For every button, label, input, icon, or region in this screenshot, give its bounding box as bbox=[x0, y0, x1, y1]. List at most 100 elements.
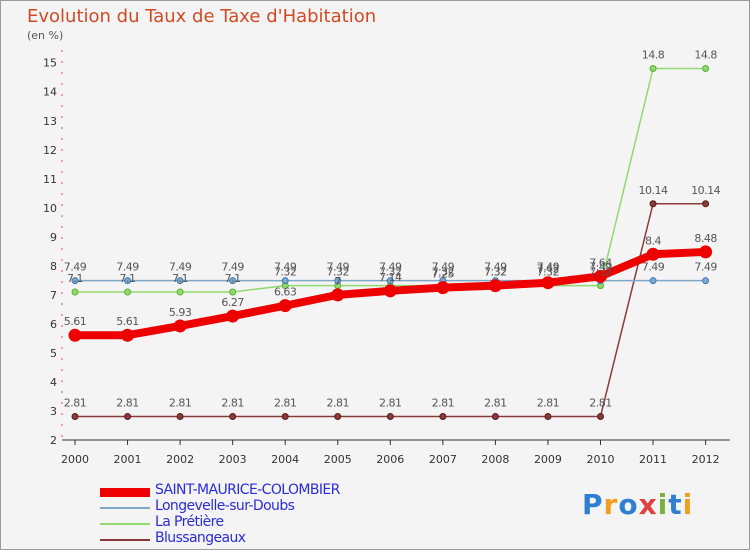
data-label: 2.81 bbox=[116, 396, 139, 409]
proxiti-logo: Proxiti bbox=[582, 488, 693, 521]
data-point bbox=[121, 328, 135, 342]
data-label: 7.32 bbox=[327, 266, 350, 279]
data-label: 2.81 bbox=[64, 396, 87, 409]
data-label: 7.32 bbox=[274, 266, 297, 279]
data-label: 7.49 bbox=[116, 261, 139, 274]
data-label: 14.8 bbox=[642, 49, 665, 62]
data-label: 7.49 bbox=[169, 261, 192, 274]
data-label: 8.4 bbox=[645, 234, 661, 247]
data-label: 5.61 bbox=[116, 315, 139, 328]
logo-letter: i bbox=[657, 488, 669, 521]
data-label: 7.64 bbox=[589, 256, 612, 269]
data-label: 2.81 bbox=[274, 396, 297, 409]
legend-swatch bbox=[100, 507, 150, 509]
chart-title: Evolution du Taux de Taxe d'Habitation bbox=[27, 6, 377, 27]
data-point bbox=[226, 309, 240, 323]
data-label: 6.27 bbox=[221, 296, 244, 309]
y-tick-label: 9 bbox=[50, 231, 57, 244]
y-tick-label: 12 bbox=[43, 144, 57, 157]
data-point bbox=[68, 328, 82, 342]
data-point bbox=[71, 412, 79, 420]
legend-label: Blussangeaux bbox=[155, 530, 246, 546]
series-layer bbox=[68, 65, 713, 420]
data-point bbox=[491, 412, 499, 420]
x-tick-label: 2008 bbox=[481, 453, 509, 466]
y-tick-label: 5 bbox=[50, 347, 57, 360]
chart-unit: (en %) bbox=[27, 29, 64, 42]
data-point bbox=[176, 288, 184, 296]
y-tick-label: 15 bbox=[43, 57, 57, 70]
x-tick-label: 2007 bbox=[429, 453, 457, 466]
data-point bbox=[386, 277, 394, 285]
data-label: 7.25 bbox=[432, 268, 455, 281]
data-point bbox=[488, 279, 502, 293]
y-tick-label: 6 bbox=[50, 318, 57, 331]
y-tick-label: 8 bbox=[50, 260, 57, 273]
data-label: 14.8 bbox=[694, 49, 717, 62]
data-point bbox=[649, 277, 657, 285]
data-point bbox=[229, 412, 237, 420]
data-label: 7.49 bbox=[64, 261, 87, 274]
data-point bbox=[702, 277, 710, 285]
x-tick-label: 2009 bbox=[534, 453, 562, 466]
data-label: 8.48 bbox=[694, 232, 717, 245]
data-point bbox=[544, 412, 552, 420]
legend-label: La Prétière bbox=[155, 514, 224, 530]
data-point bbox=[124, 412, 132, 420]
data-point bbox=[124, 288, 132, 296]
data-point bbox=[281, 412, 289, 420]
y-tick-label: 3 bbox=[50, 405, 57, 418]
data-point bbox=[702, 200, 710, 208]
y-tick-label: 7 bbox=[50, 289, 57, 302]
data-point bbox=[646, 247, 660, 261]
data-point bbox=[541, 276, 555, 290]
data-label: 7.1 bbox=[172, 272, 188, 285]
data-point bbox=[71, 277, 79, 285]
data-label: 2.81 bbox=[484, 396, 507, 409]
data-point bbox=[594, 269, 607, 283]
legend-label: Longevelle-sur-Doubs bbox=[155, 498, 295, 514]
data-point bbox=[597, 412, 604, 420]
data-label: 7.49 bbox=[694, 261, 717, 274]
x-tick-label: 2011 bbox=[639, 453, 667, 466]
data-point bbox=[383, 284, 397, 298]
data-label: 7 bbox=[335, 275, 342, 288]
data-point bbox=[176, 412, 184, 420]
data-point bbox=[71, 288, 79, 296]
data-label: 7.32 bbox=[484, 266, 507, 279]
logo-letter: t bbox=[668, 488, 683, 521]
data-label: 7.32 bbox=[432, 266, 455, 279]
x-tick-label: 2001 bbox=[114, 453, 142, 466]
data-point bbox=[176, 277, 184, 285]
data-label: 7.49 bbox=[484, 261, 507, 274]
y-tick-label: 11 bbox=[43, 173, 57, 186]
x-tick-label: 2000 bbox=[61, 453, 89, 466]
legend-swatch bbox=[100, 523, 150, 525]
data-label: 10.14 bbox=[639, 184, 668, 197]
data-point bbox=[699, 245, 713, 259]
y-tick-label: 13 bbox=[43, 115, 57, 128]
x-tick-label: 2002 bbox=[166, 453, 194, 466]
data-label: 7.49 bbox=[379, 261, 402, 274]
data-label: 7.1 bbox=[225, 272, 241, 285]
data-label: 2.81 bbox=[589, 396, 612, 409]
data-label: 7.32 bbox=[484, 266, 507, 279]
data-label: 7.42 bbox=[537, 263, 560, 276]
x-tick-label: 2010 bbox=[587, 453, 615, 466]
data-point bbox=[334, 412, 342, 420]
legend-swatch bbox=[100, 539, 150, 541]
data-point bbox=[124, 277, 132, 285]
data-point bbox=[278, 299, 292, 313]
data-point bbox=[229, 277, 237, 285]
data-point bbox=[702, 65, 710, 73]
data-label: 7.49 bbox=[221, 261, 244, 274]
data-label: 2.81 bbox=[379, 396, 402, 409]
y-tick-label: 4 bbox=[50, 376, 57, 389]
data-point bbox=[334, 277, 342, 285]
data-point bbox=[229, 288, 237, 296]
logo-letter: x bbox=[638, 488, 658, 521]
data-label: 7.14 bbox=[379, 271, 402, 284]
data-label: 7.1 bbox=[120, 272, 136, 285]
data-label: 10.14 bbox=[691, 184, 720, 197]
data-label: 2.81 bbox=[432, 396, 455, 409]
